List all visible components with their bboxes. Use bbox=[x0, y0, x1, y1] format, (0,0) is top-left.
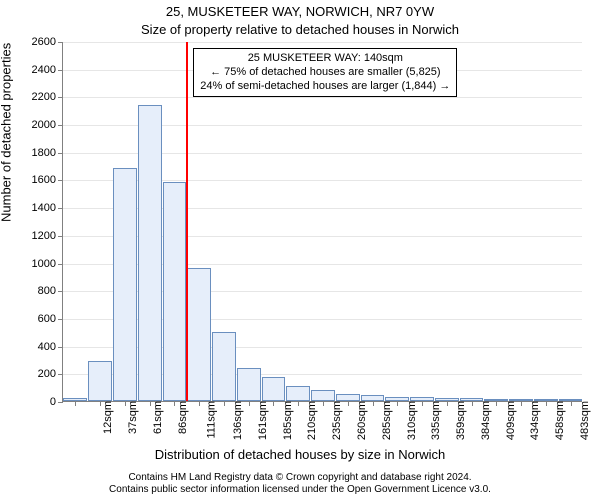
xtick-label: 359sqm bbox=[455, 401, 467, 440]
annotation-line-1: 25 MUSKETEER WAY: 140sqm bbox=[200, 52, 450, 66]
xtick-label: 260sqm bbox=[356, 401, 368, 440]
histogram-bar bbox=[163, 182, 187, 401]
ytick-mark bbox=[58, 236, 63, 237]
xtick-mark bbox=[521, 401, 522, 406]
attribution-line-2: Contains public sector information licen… bbox=[0, 484, 600, 496]
annotation-line-3: 24% of semi-detached houses are larger (… bbox=[200, 80, 450, 94]
chart-page: 25, MUSKETEER WAY, NORWICH, NR7 0YW Size… bbox=[0, 0, 600, 500]
xtick-label: 185sqm bbox=[282, 401, 294, 440]
xtick-label: 37sqm bbox=[127, 401, 139, 434]
plot-area: 12sqm37sqm61sqm86sqm111sqm136sqm161sqm18… bbox=[62, 42, 582, 402]
histogram-bar bbox=[262, 377, 286, 401]
xtick-label: 136sqm bbox=[232, 401, 244, 440]
xtick-label: 12sqm bbox=[102, 401, 114, 434]
xtick-mark bbox=[323, 401, 324, 406]
attribution: Contains HM Land Registry data © Crown c… bbox=[0, 472, 600, 496]
ytick-mark bbox=[58, 97, 63, 98]
xtick-label: 111sqm bbox=[206, 401, 218, 439]
ytick-mark bbox=[58, 42, 63, 43]
xtick-mark bbox=[249, 401, 250, 406]
xtick-label: 86sqm bbox=[177, 401, 189, 434]
histogram-bar bbox=[311, 390, 335, 401]
histogram-bar bbox=[212, 332, 236, 401]
ytick-mark bbox=[58, 319, 63, 320]
histogram-bar bbox=[286, 386, 310, 401]
xtick-mark bbox=[125, 401, 126, 406]
xtick-label: 458sqm bbox=[554, 401, 566, 440]
xtick-label: 161sqm bbox=[257, 401, 269, 440]
xtick-mark bbox=[571, 401, 572, 406]
histogram-bar bbox=[138, 105, 162, 401]
ytick-label: 600 bbox=[0, 313, 56, 325]
xtick-label: 210sqm bbox=[307, 401, 319, 440]
histogram-bar bbox=[336, 394, 360, 401]
ytick-mark bbox=[58, 291, 63, 292]
xtick-label: 235sqm bbox=[331, 401, 343, 440]
ytick-label: 1800 bbox=[0, 147, 56, 159]
xtick-mark bbox=[373, 401, 374, 406]
xtick-label: 483sqm bbox=[579, 401, 591, 440]
xtick-label: 434sqm bbox=[529, 401, 541, 440]
ytick-mark bbox=[58, 374, 63, 375]
xtick-mark bbox=[75, 401, 76, 406]
xtick-mark bbox=[150, 401, 151, 406]
ytick-label: 400 bbox=[0, 341, 56, 353]
xtick-mark bbox=[224, 401, 225, 406]
ytick-label: 0 bbox=[0, 396, 56, 408]
ytick-mark bbox=[58, 347, 63, 348]
marker-line bbox=[186, 42, 188, 401]
ytick-label: 1400 bbox=[0, 202, 56, 214]
xtick-mark bbox=[546, 401, 547, 406]
annotation-line-2: ← 75% of detached houses are smaller (5,… bbox=[200, 66, 450, 80]
xtick-label: 384sqm bbox=[480, 401, 492, 440]
xtick-mark bbox=[273, 401, 274, 406]
ytick-mark bbox=[58, 264, 63, 265]
xtick-mark bbox=[298, 401, 299, 406]
ytick-label: 1000 bbox=[0, 258, 56, 270]
ytick-label: 1600 bbox=[0, 174, 56, 186]
ytick-mark bbox=[58, 125, 63, 126]
xtick-mark bbox=[472, 401, 473, 406]
histogram-bar bbox=[187, 268, 211, 401]
xtick-mark bbox=[422, 401, 423, 406]
ytick-label: 800 bbox=[0, 285, 56, 297]
xtick-label: 335sqm bbox=[430, 401, 442, 440]
ytick-mark bbox=[58, 153, 63, 154]
gridline bbox=[63, 42, 582, 43]
ytick-label: 2200 bbox=[0, 91, 56, 103]
xtick-mark bbox=[397, 401, 398, 406]
xtick-mark bbox=[100, 401, 101, 406]
page-subtitle: Size of property relative to detached ho… bbox=[0, 22, 600, 37]
annotation-box: 25 MUSKETEER WAY: 140sqm← 75% of detache… bbox=[193, 48, 457, 97]
attribution-line-1: Contains HM Land Registry data © Crown c… bbox=[0, 472, 600, 484]
xtick-mark bbox=[496, 401, 497, 406]
histogram-bar bbox=[113, 168, 137, 401]
gridline bbox=[63, 97, 582, 98]
ytick-label: 200 bbox=[0, 368, 56, 380]
xtick-label: 409sqm bbox=[505, 401, 517, 440]
xaxis-title: Distribution of detached houses by size … bbox=[0, 447, 600, 462]
ytick-label: 1200 bbox=[0, 230, 56, 242]
ytick-label: 2400 bbox=[0, 64, 56, 76]
xtick-label: 285sqm bbox=[381, 401, 393, 440]
ytick-mark bbox=[58, 402, 63, 403]
ytick-label: 2600 bbox=[0, 36, 56, 48]
histogram-bar bbox=[237, 368, 261, 401]
xtick-mark bbox=[174, 401, 175, 406]
xtick-mark bbox=[447, 401, 448, 406]
xtick-mark bbox=[199, 401, 200, 406]
xtick-label: 310sqm bbox=[406, 401, 418, 440]
page-title: 25, MUSKETEER WAY, NORWICH, NR7 0YW bbox=[0, 4, 600, 19]
xtick-label: 61sqm bbox=[152, 401, 164, 434]
ytick-mark bbox=[58, 70, 63, 71]
ytick-label: 2000 bbox=[0, 119, 56, 131]
ytick-mark bbox=[58, 180, 63, 181]
xtick-mark bbox=[348, 401, 349, 406]
histogram-bar bbox=[88, 361, 112, 401]
ytick-mark bbox=[58, 208, 63, 209]
